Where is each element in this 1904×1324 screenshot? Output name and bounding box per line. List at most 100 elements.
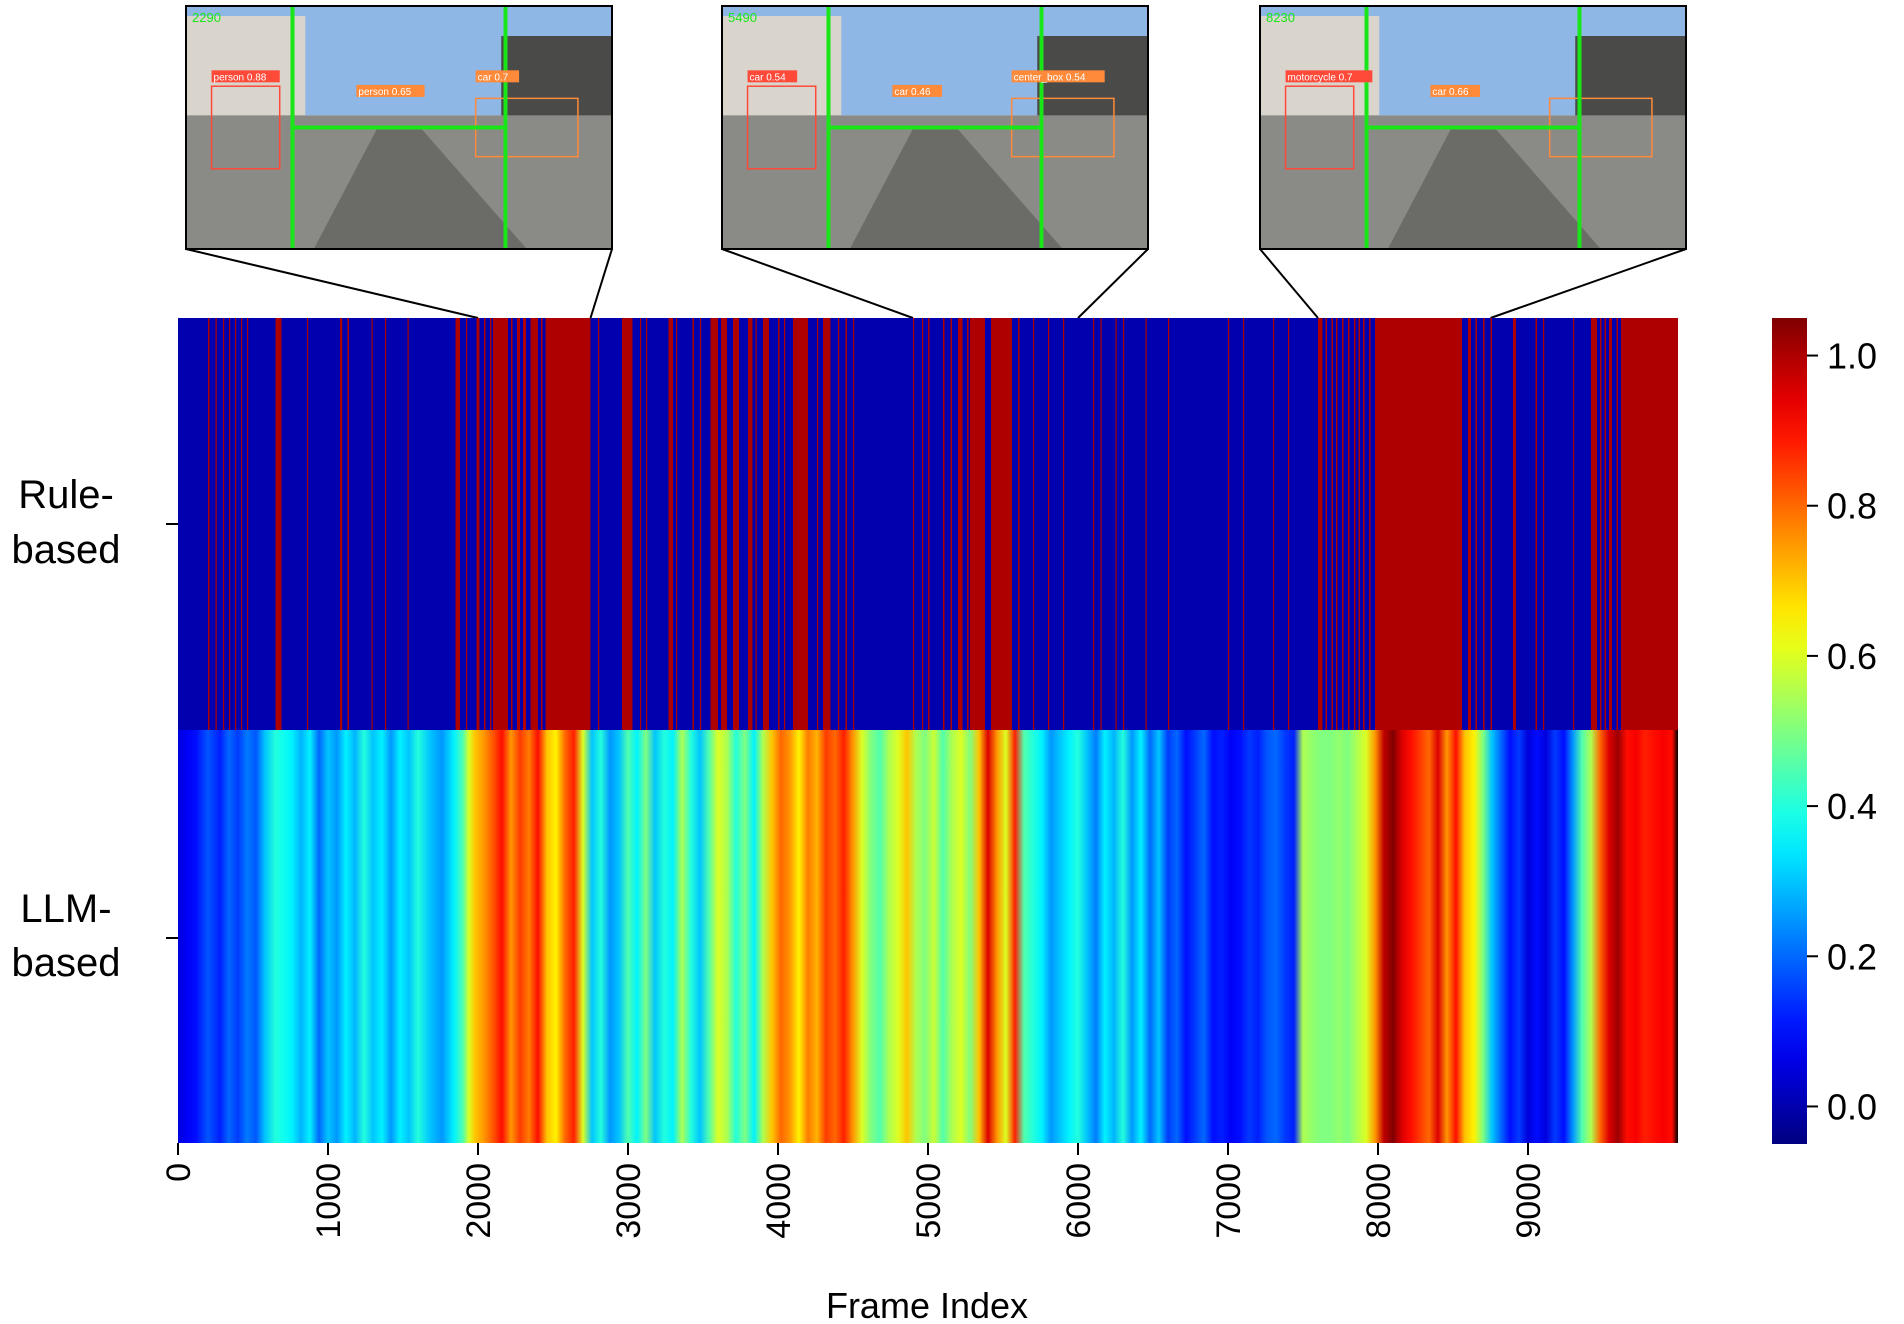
inset-border — [185, 5, 613, 250]
rule-segment-37 — [748, 318, 753, 730]
rule-segment-60 — [1063, 318, 1065, 730]
rule-segment-79 — [1363, 318, 1365, 730]
rule-segment-63 — [1115, 318, 1117, 730]
rule-segment-95 — [1621, 318, 1678, 730]
rule-segment-42 — [793, 318, 808, 730]
inset-detection-label-bg-1 — [892, 84, 942, 97]
row-label-rule-line1: Rule- — [18, 473, 114, 517]
rule-segment-76 — [1348, 318, 1350, 730]
inset-thumbnails: 2290 person 0.88 person 0.65 car 0.7 5490 car… — [185, 5, 1687, 319]
cbar-tick-label-4: 0.8 — [1827, 486, 1877, 527]
rule-segment-49 — [922, 318, 924, 730]
rule-segment-65 — [1145, 318, 1147, 730]
xtick-label-3000: 3000 — [610, 1163, 648, 1239]
inset-connector-left — [185, 248, 479, 319]
rule-segment-77 — [1354, 318, 1356, 730]
cbar-tick-label-0: 0.0 — [1827, 1086, 1877, 1127]
rule-segment-13 — [407, 318, 409, 730]
rule-segment-39 — [763, 318, 769, 730]
rule-segment-51 — [943, 318, 945, 730]
inset-connector-right — [589, 248, 613, 319]
rule-segment-66 — [1168, 318, 1170, 730]
inset-2: 5490 car 0.54 car 0.46 center_box 0.54 — [721, 5, 1149, 319]
rule-segment-55 — [970, 318, 985, 730]
cbar-tick-label-3: 0.6 — [1827, 636, 1877, 677]
rule-segment-50 — [928, 318, 930, 730]
inset-detection-label-2: center_box 0.54 — [1014, 72, 1086, 83]
rule-segment-41 — [784, 318, 786, 730]
rule-segment-93 — [1609, 318, 1612, 730]
rule-segment-72 — [1325, 318, 1327, 730]
rule-segment-85 — [1490, 318, 1492, 730]
inset-3: 8230 motorcycle 0.7 car 0.66 — [1259, 5, 1687, 319]
xtick-label-2000: 2000 — [460, 1163, 498, 1239]
rule-segment-35 — [721, 318, 727, 730]
rule-segment-0 — [208, 318, 210, 730]
rule-segment-62 — [1100, 318, 1102, 730]
rule-segment-45 — [838, 318, 840, 730]
rule-segment-88 — [1543, 318, 1545, 730]
rule-segment-67 — [1228, 318, 1230, 730]
cbar-tick-label-2: 0.4 — [1827, 786, 1877, 827]
rule-segment-31 — [676, 318, 678, 730]
inset-1: 2290 person 0.88 person 0.65 car 0.7 — [185, 5, 613, 319]
rule-segment-86 — [1513, 318, 1516, 730]
rule-segment-34 — [710, 318, 718, 730]
inset-frame-label: 5490 — [728, 10, 757, 25]
inset-detection-box-1 — [210, 85, 281, 170]
rule-segment-6 — [247, 318, 249, 730]
inset-connector-right — [1077, 248, 1149, 319]
rule-segment-5 — [241, 318, 243, 730]
inset-connector-left — [721, 248, 914, 319]
rule-segment-94 — [1616, 318, 1618, 730]
xtick-label-1000: 1000 — [310, 1163, 348, 1239]
cbar-tick-label-1: 0.2 — [1827, 936, 1877, 977]
inset-detection-label-1: car 0.46 — [894, 87, 931, 98]
rule-segment-18 — [490, 318, 492, 730]
rule-segment-58 — [1033, 318, 1035, 730]
rule-segment-15 — [466, 318, 468, 730]
rule-segment-26 — [598, 318, 600, 730]
xtick-label-8000: 8000 — [1360, 1163, 1398, 1239]
inset-detection-label-bg-1 — [356, 84, 425, 97]
rule-segment-19 — [493, 318, 508, 730]
rule-segment-52 — [950, 318, 952, 730]
inset-border — [1259, 5, 1687, 250]
rule-segment-57 — [1018, 318, 1020, 730]
row-label-rule-line2: based — [12, 528, 121, 572]
rule-segment-83 — [1475, 318, 1477, 730]
inset-detection-label-0: person 0.88 — [214, 72, 267, 83]
rule-segment-46 — [845, 318, 847, 730]
rule-segment-28 — [640, 318, 642, 730]
xtick-label-0: 0 — [160, 1163, 198, 1182]
rule-segment-78 — [1358, 318, 1360, 730]
rule-segment-38 — [755, 318, 757, 730]
rule-segment-21 — [517, 318, 520, 730]
inset-connector-left — [1259, 248, 1319, 319]
inset-detection-label-bg-2 — [475, 70, 520, 83]
inset-lane — [849, 127, 1063, 249]
rule-segment-70 — [1288, 318, 1290, 730]
llm-heat-band — [178, 730, 1678, 1143]
rule-segment-22 — [523, 318, 526, 730]
row-label-llm-line1: LLM- — [20, 887, 111, 931]
xtick-label-5000: 5000 — [910, 1163, 948, 1239]
rule-segment-47 — [853, 318, 855, 730]
row-label-llm-line2: based — [12, 941, 121, 985]
rule-segment-56 — [991, 318, 1012, 730]
rule-segment-14 — [455, 318, 460, 730]
llm-based-row — [178, 730, 1678, 1143]
xtick-label-6000: 6000 — [1060, 1163, 1098, 1239]
rule-segment-12 — [385, 318, 387, 730]
rule-segment-84 — [1483, 318, 1485, 730]
inset-detection-label-bg-0 — [1285, 70, 1373, 83]
rule-segment-75 — [1342, 318, 1344, 730]
rule-segment-9 — [340, 318, 343, 730]
inset-frame-label: 2290 — [192, 10, 221, 25]
rule-segment-2 — [223, 318, 225, 730]
colorbar — [1772, 318, 1807, 1144]
inset-lane — [1387, 127, 1601, 249]
rule-segment-16 — [476, 318, 480, 730]
inset-detection-label-1: person 0.65 — [358, 87, 411, 98]
rule-segment-32 — [692, 318, 694, 730]
